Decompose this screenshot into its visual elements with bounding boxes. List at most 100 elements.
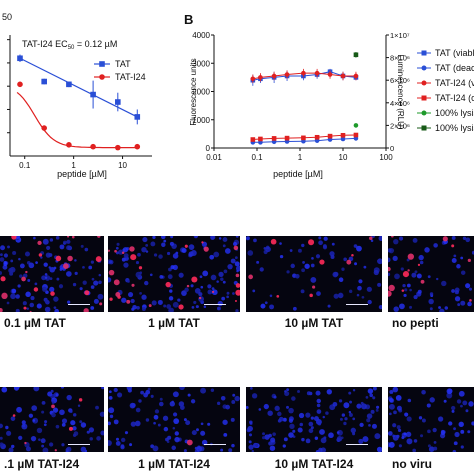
nucleus [33, 236, 36, 240]
nucleus [406, 283, 411, 288]
red-signal [469, 299, 472, 302]
nucleus [286, 388, 290, 392]
nucleus [172, 301, 179, 308]
nucleus [1, 387, 8, 393]
nucleus [460, 404, 463, 408]
panel-b-yleft-label: Fluorescence units [189, 58, 198, 125]
red-signal [0, 307, 3, 312]
nucleus [441, 280, 447, 287]
nucleus [36, 427, 43, 434]
nucleus [249, 420, 253, 425]
nucleus [433, 446, 438, 451]
panel-b-yr-tick-label: 6×10⁶ [390, 76, 410, 85]
nucleus [462, 236, 467, 240]
nucleus [283, 437, 288, 442]
nucleus [145, 250, 149, 253]
nucleus [19, 263, 25, 269]
nucleus [157, 299, 163, 305]
micrograph-image [0, 387, 104, 452]
red-signal [109, 297, 113, 301]
nucleus [392, 434, 399, 441]
nucleus [451, 236, 456, 240]
nucleus [41, 400, 46, 405]
nucleus [159, 397, 163, 401]
red-signal [11, 236, 17, 240]
panel-b-legend: TAT (viabl TAT (deac TAT-I24 (v TAT-I24 (c 1… [417, 48, 474, 133]
nucleus [273, 395, 277, 399]
nucleus [438, 306, 441, 309]
panel-a-point [41, 78, 47, 85]
panel-b-point [250, 137, 256, 142]
panel-a-point [115, 144, 121, 151]
panel-a-point [17, 81, 23, 88]
nucleus [207, 284, 212, 289]
nucleus [362, 436, 369, 443]
nucleus [407, 398, 412, 403]
nucleus [34, 282, 38, 286]
nucleus [264, 301, 268, 305]
nucleus [388, 441, 395, 448]
nucleus [179, 387, 185, 391]
nucleus [115, 441, 121, 446]
nucleus [165, 437, 169, 442]
micrograph-image [246, 236, 382, 311]
nucleus [356, 293, 360, 297]
nucleus [259, 267, 264, 272]
nucleus [315, 254, 321, 259]
nucleus [135, 261, 140, 265]
nucleus [392, 255, 398, 262]
nucleus [162, 415, 169, 421]
nucleus [376, 405, 380, 409]
nucleus [388, 403, 395, 410]
red-signal [401, 289, 405, 292]
nucleus [60, 387, 64, 389]
red-signal [351, 253, 354, 257]
red-signal [420, 279, 425, 284]
nucleus [90, 260, 95, 264]
nucleus [210, 236, 216, 240]
red-signal [108, 269, 115, 276]
panel-b-point [340, 132, 346, 138]
nucleus [161, 242, 166, 247]
red-signal [1, 292, 8, 300]
nucleus [427, 275, 431, 279]
nucleus [49, 266, 56, 273]
nucleus [115, 251, 119, 255]
panel-b-y-tick-label: 2000 [192, 88, 210, 97]
nucleus [108, 390, 112, 394]
nucleus [90, 306, 95, 310]
nucleus [370, 239, 374, 243]
panel-b-point [314, 70, 320, 76]
panel-b-axes: 0 1000 2000 3000 4000 0 2×10⁶ 4×10⁶ 6×10⁶ 8×10⁶ 1×… [192, 31, 410, 162]
nucleus [454, 296, 461, 302]
nucleus [79, 420, 83, 424]
nucleus [413, 294, 418, 300]
nucleus [252, 289, 256, 293]
nucleus [135, 407, 141, 413]
panel-b-point [340, 136, 346, 142]
nucleus [289, 423, 295, 429]
nucleus [163, 239, 167, 243]
nucleus [49, 442, 54, 447]
nucleus [49, 238, 54, 242]
nucleus [420, 434, 424, 438]
nucleus [339, 417, 343, 421]
panel-b-point [301, 135, 306, 141]
nucleus [246, 236, 250, 241]
nucleus [191, 306, 195, 309]
nucleus [41, 444, 45, 448]
panel-b-marks [250, 51, 359, 145]
nucleus [396, 425, 401, 430]
nucleus [158, 401, 164, 407]
panel-b-point [284, 135, 290, 141]
nucleus [368, 423, 371, 427]
nucleus [282, 444, 286, 448]
nucleus [343, 257, 348, 262]
nucleus [24, 251, 30, 257]
nucleus [465, 409, 469, 413]
nucleus [465, 283, 471, 289]
red-signal [201, 241, 204, 244]
red-signal [121, 251, 125, 255]
nucleus [453, 441, 458, 446]
nucleus [231, 400, 236, 404]
